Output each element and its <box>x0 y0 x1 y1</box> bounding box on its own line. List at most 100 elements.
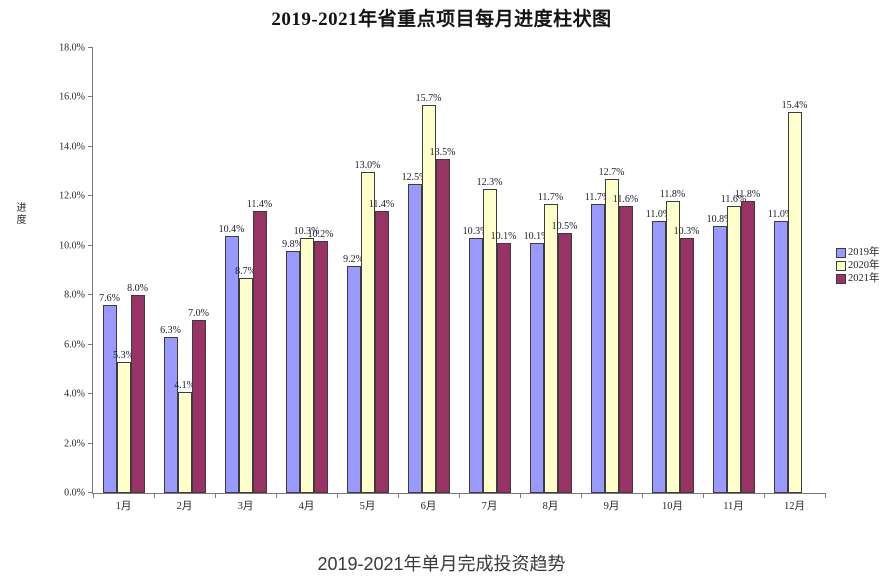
bar-value-label: 12.7% <box>598 167 625 179</box>
bar-2020年: 11.6% <box>721 194 746 493</box>
bar-2020年: 5.3% <box>113 350 134 493</box>
x-tick-mark <box>276 493 277 498</box>
y-tick-label: 0.0% <box>64 487 85 499</box>
bar-2021年: 11.4% <box>247 199 272 493</box>
bar-2021年: 8.0% <box>127 283 148 493</box>
bar-value-label: 10.2% <box>307 228 334 240</box>
bar-value-label: 9.2% <box>343 253 364 265</box>
x-tick-mark <box>520 493 521 498</box>
x-tick-mark <box>154 493 155 498</box>
legend-swatch <box>836 261 846 271</box>
x-tick-label: 7月 <box>481 501 498 512</box>
chart-caption: 2019-2021年单月完成投资趋势 <box>317 554 566 574</box>
y-tick-mark <box>88 195 93 197</box>
y-tick-label: 14.0% <box>59 141 85 153</box>
bar-2021年: 7.0% <box>188 308 209 493</box>
bar-value-label: 11.4% <box>246 199 273 211</box>
legend-item: 2021年 <box>836 273 880 285</box>
x-tick-mark <box>703 493 704 498</box>
bar-2021年: 11.6% <box>613 194 638 493</box>
bar-value-label: 10.3% <box>462 226 489 238</box>
x-tick-mark <box>459 493 460 498</box>
bar-2021年: 13.5% <box>430 147 455 493</box>
bar-2020年: 13.0% <box>355 160 380 493</box>
x-tick-mark <box>93 493 94 498</box>
x-tick-label: 10月 <box>662 501 683 512</box>
bar-group: 6.3% 4.1% 7.0% 2月 <box>154 48 215 512</box>
bar-value-label: 9.8% <box>282 238 303 250</box>
bar-2019年: 12.5% <box>402 172 427 493</box>
y-tick-mark <box>88 393 93 395</box>
y-tick-label: 10.0% <box>59 240 85 252</box>
bar-value-label: 11.6% <box>720 194 747 206</box>
chart-legend: 2019年 2020年 2021年 <box>836 247 880 286</box>
bar-value-label: 12.5% <box>401 171 428 183</box>
bar-2019年: 10.1% <box>524 231 549 493</box>
bar-value-label: 11.7% <box>537 191 564 203</box>
bar-2021年: 10.1% <box>491 231 516 493</box>
bar-value-label: 10.1% <box>490 231 517 243</box>
bar-value-label: 11.6% <box>612 194 639 206</box>
bar-2019年: 9.2% <box>343 254 364 493</box>
bar-value-label: 10.5% <box>551 221 578 233</box>
x-tick-label: 8月 <box>542 501 559 512</box>
bar-value-label: 10.1% <box>523 231 550 243</box>
y-axis-label: 进度 <box>14 202 25 226</box>
y-tick-label: 6.0% <box>64 339 85 351</box>
bar-value-label: 15.4% <box>781 100 808 112</box>
bar-value-label: 6.3% <box>160 325 181 337</box>
y-tick-mark <box>88 294 93 296</box>
bar-group: 10.3% 12.3% 10.1% 7月 <box>459 48 520 512</box>
y-tick-label: 12.0% <box>59 190 85 202</box>
y-tick-mark <box>88 492 93 493</box>
bar-value-label: 12.3% <box>476 176 503 188</box>
x-tick-label: 3月 <box>237 501 254 512</box>
x-tick-label: 12月 <box>784 501 805 512</box>
legend-label: 2019年 <box>848 247 880 258</box>
bar-group: 11.7% 12.7% 11.6% 9月 <box>581 48 642 512</box>
y-tick-mark <box>88 96 93 98</box>
x-tick-mark <box>764 493 765 498</box>
bar-group: 12.5% 15.7% 13.5% 6月 <box>398 48 459 512</box>
legend-label: 2020年 <box>848 260 880 271</box>
legend-swatch <box>836 248 846 258</box>
bar-group: 10.1% 11.7% 10.5% 8月 <box>520 48 581 512</box>
bar-value-label: 11.8% <box>659 189 686 201</box>
bar-group: 7.6% 5.3% 8.0% 1月 <box>93 48 154 512</box>
bar-2021年: 11.4% <box>369 199 394 493</box>
bar-2021年: 10.5% <box>552 221 577 493</box>
bar-value-label: 11.4% <box>368 199 395 211</box>
bar-value-label: 10.8% <box>706 214 733 225</box>
x-tick-mark <box>215 493 216 498</box>
y-tick-label: 2.0% <box>64 438 85 450</box>
bar-2020年: 4.1% <box>174 380 195 493</box>
bar-value-label: 4.1% <box>174 379 195 391</box>
x-tick-mark <box>581 493 582 498</box>
bar-value-label: 7.6% <box>99 293 120 305</box>
bar-group: 10.8% 11.6% 11.8% 11月 <box>703 48 764 512</box>
bar-2021年: 10.3% <box>674 226 699 493</box>
y-tick-mark <box>88 244 93 246</box>
bar-2020年: 10.3% <box>294 226 319 493</box>
bar-value-label: 8.7% <box>235 265 256 277</box>
bar-value-label: 15.7% <box>415 92 442 104</box>
bar-2021年: 11.8% <box>735 189 760 493</box>
legend-swatch <box>836 274 846 284</box>
bar-2019年: 10.8% <box>707 214 732 493</box>
legend-item: 2019年 <box>836 247 880 259</box>
bar-value-label: 8.0% <box>127 283 148 295</box>
bar-value-label: 7.0% <box>188 307 209 319</box>
x-tick-label: 9月 <box>603 501 620 512</box>
y-tick-mark <box>88 442 93 444</box>
bar-2020年: 12.7% <box>599 167 624 493</box>
bar-2019年: 7.6% <box>99 293 120 493</box>
y-tick-label: 8.0% <box>64 289 85 301</box>
bar-2021年: 10.2% <box>308 229 333 493</box>
y-tick-mark <box>88 47 93 48</box>
bar-group: 9.2% 13.0% 11.4% 5月 <box>337 48 398 512</box>
bar-value-label: 11.0% <box>645 209 672 221</box>
bar-2020年: 11.8% <box>660 189 685 493</box>
x-tick-mark <box>642 493 643 498</box>
bar-2020年: 11.7% <box>538 192 563 493</box>
x-tick-label: 5月 <box>359 501 376 512</box>
